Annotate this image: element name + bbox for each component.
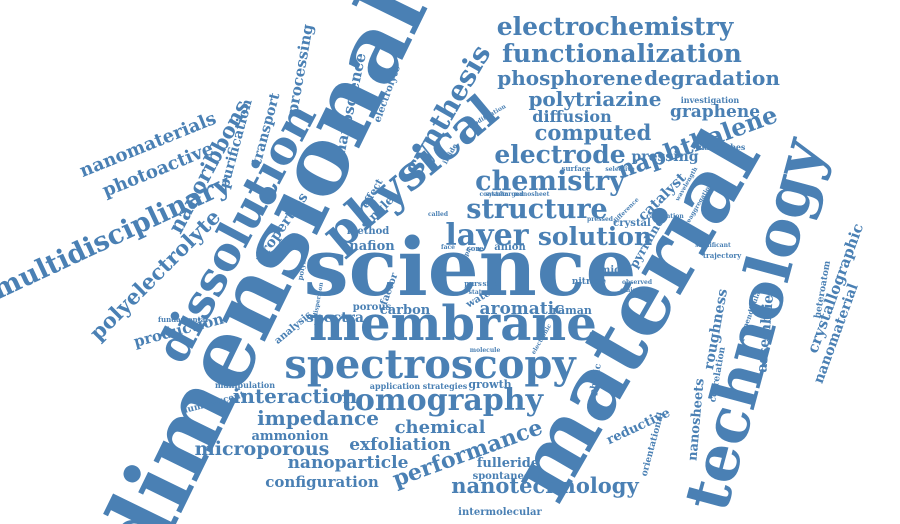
word-raman: raman [552,304,592,317]
word-anion: anion [494,242,526,253]
word-chemistry: chemistry [475,166,626,197]
word-electrode: electrode [494,140,625,169]
word-significant: significant [695,242,731,249]
word-manipulation: manipulation [215,380,275,390]
word-surface: surface [562,164,592,173]
word-nanosheet: nanosheet [515,191,550,198]
word-called: called [428,211,449,218]
word-fundamental: fundamental [158,315,208,324]
word-fulleride: fulleride [477,456,539,471]
word-structure: structure [466,194,607,225]
word-impedance: impedance [257,406,379,430]
word-interaction: interaction [233,384,358,408]
word-nanosheets: nanosheets [685,378,707,462]
word-nafion: nafion [349,239,395,254]
word-nanoparticle: nanoparticle [288,453,409,473]
word-spectra: spectra [306,310,364,326]
word-nanotubes: nanotubes [699,142,746,152]
word-assemblies: assemblies [754,286,777,373]
word-polytriazine: polytriazine [528,87,661,111]
word-chemical: chemical [395,417,486,438]
word-crystal: crystal [613,218,651,229]
word-carbon: carbon [380,303,431,318]
word-contact: contact [479,191,504,198]
word-graphene: graphene [670,102,760,122]
word-emission: emission [620,287,650,294]
word-calculation: calculation [646,213,684,220]
word-spectroscopy: spectroscopy [284,341,577,388]
word-configuration: configuration [265,473,379,491]
word-science: science [304,220,637,314]
word-spontaneous: spontaneous [473,471,544,482]
word-aromatic: aromatic [480,299,565,319]
word-diffusion: diffusion [532,107,612,126]
word-strategies: strategies [423,381,468,391]
word-microporous: microporous [195,438,330,460]
word-ammonion: ammonion [251,429,329,444]
word-face: face [441,244,455,251]
word-membrane: membrane [309,296,597,352]
word-exfoliation: exfoliation [349,435,451,455]
word-nanotechnology: nanotechnology [451,473,639,498]
word-pnrs: pnrs [464,279,482,288]
word-charged: charged [496,191,524,198]
word-state: state [469,289,486,296]
word-trajectory: trajectory [703,251,742,260]
word-micro: micro [600,265,633,276]
word-method: method [347,226,390,237]
word-core: core [466,244,484,253]
word-observed: observed [622,279,653,286]
word-growth: growth [468,378,511,391]
word-molecule: molecule [470,347,501,354]
word-layer: layer [445,218,529,253]
word-electrochemistry: electrochemistry [497,12,735,41]
word-solution: solution [538,222,652,251]
word-phosphorene: phosphorene [497,66,643,90]
word-functionalization: functionalization [502,39,742,68]
word-application: application [370,381,421,391]
word-degradation: degradation [644,66,780,90]
word-selective: selective [605,166,634,173]
word-pressed: pressed [587,216,614,223]
word-pressing: pressing [631,149,698,165]
word-tomography: tomography [341,383,545,418]
word-nitride: nitride [572,277,607,287]
word-intermolecular: intermolecular [458,507,542,518]
word-investigation: investigation [681,95,740,105]
word-computed: computed [535,120,652,145]
word-size: size [482,279,498,288]
word-porous: porous [353,302,392,313]
word-system: system [485,191,509,198]
